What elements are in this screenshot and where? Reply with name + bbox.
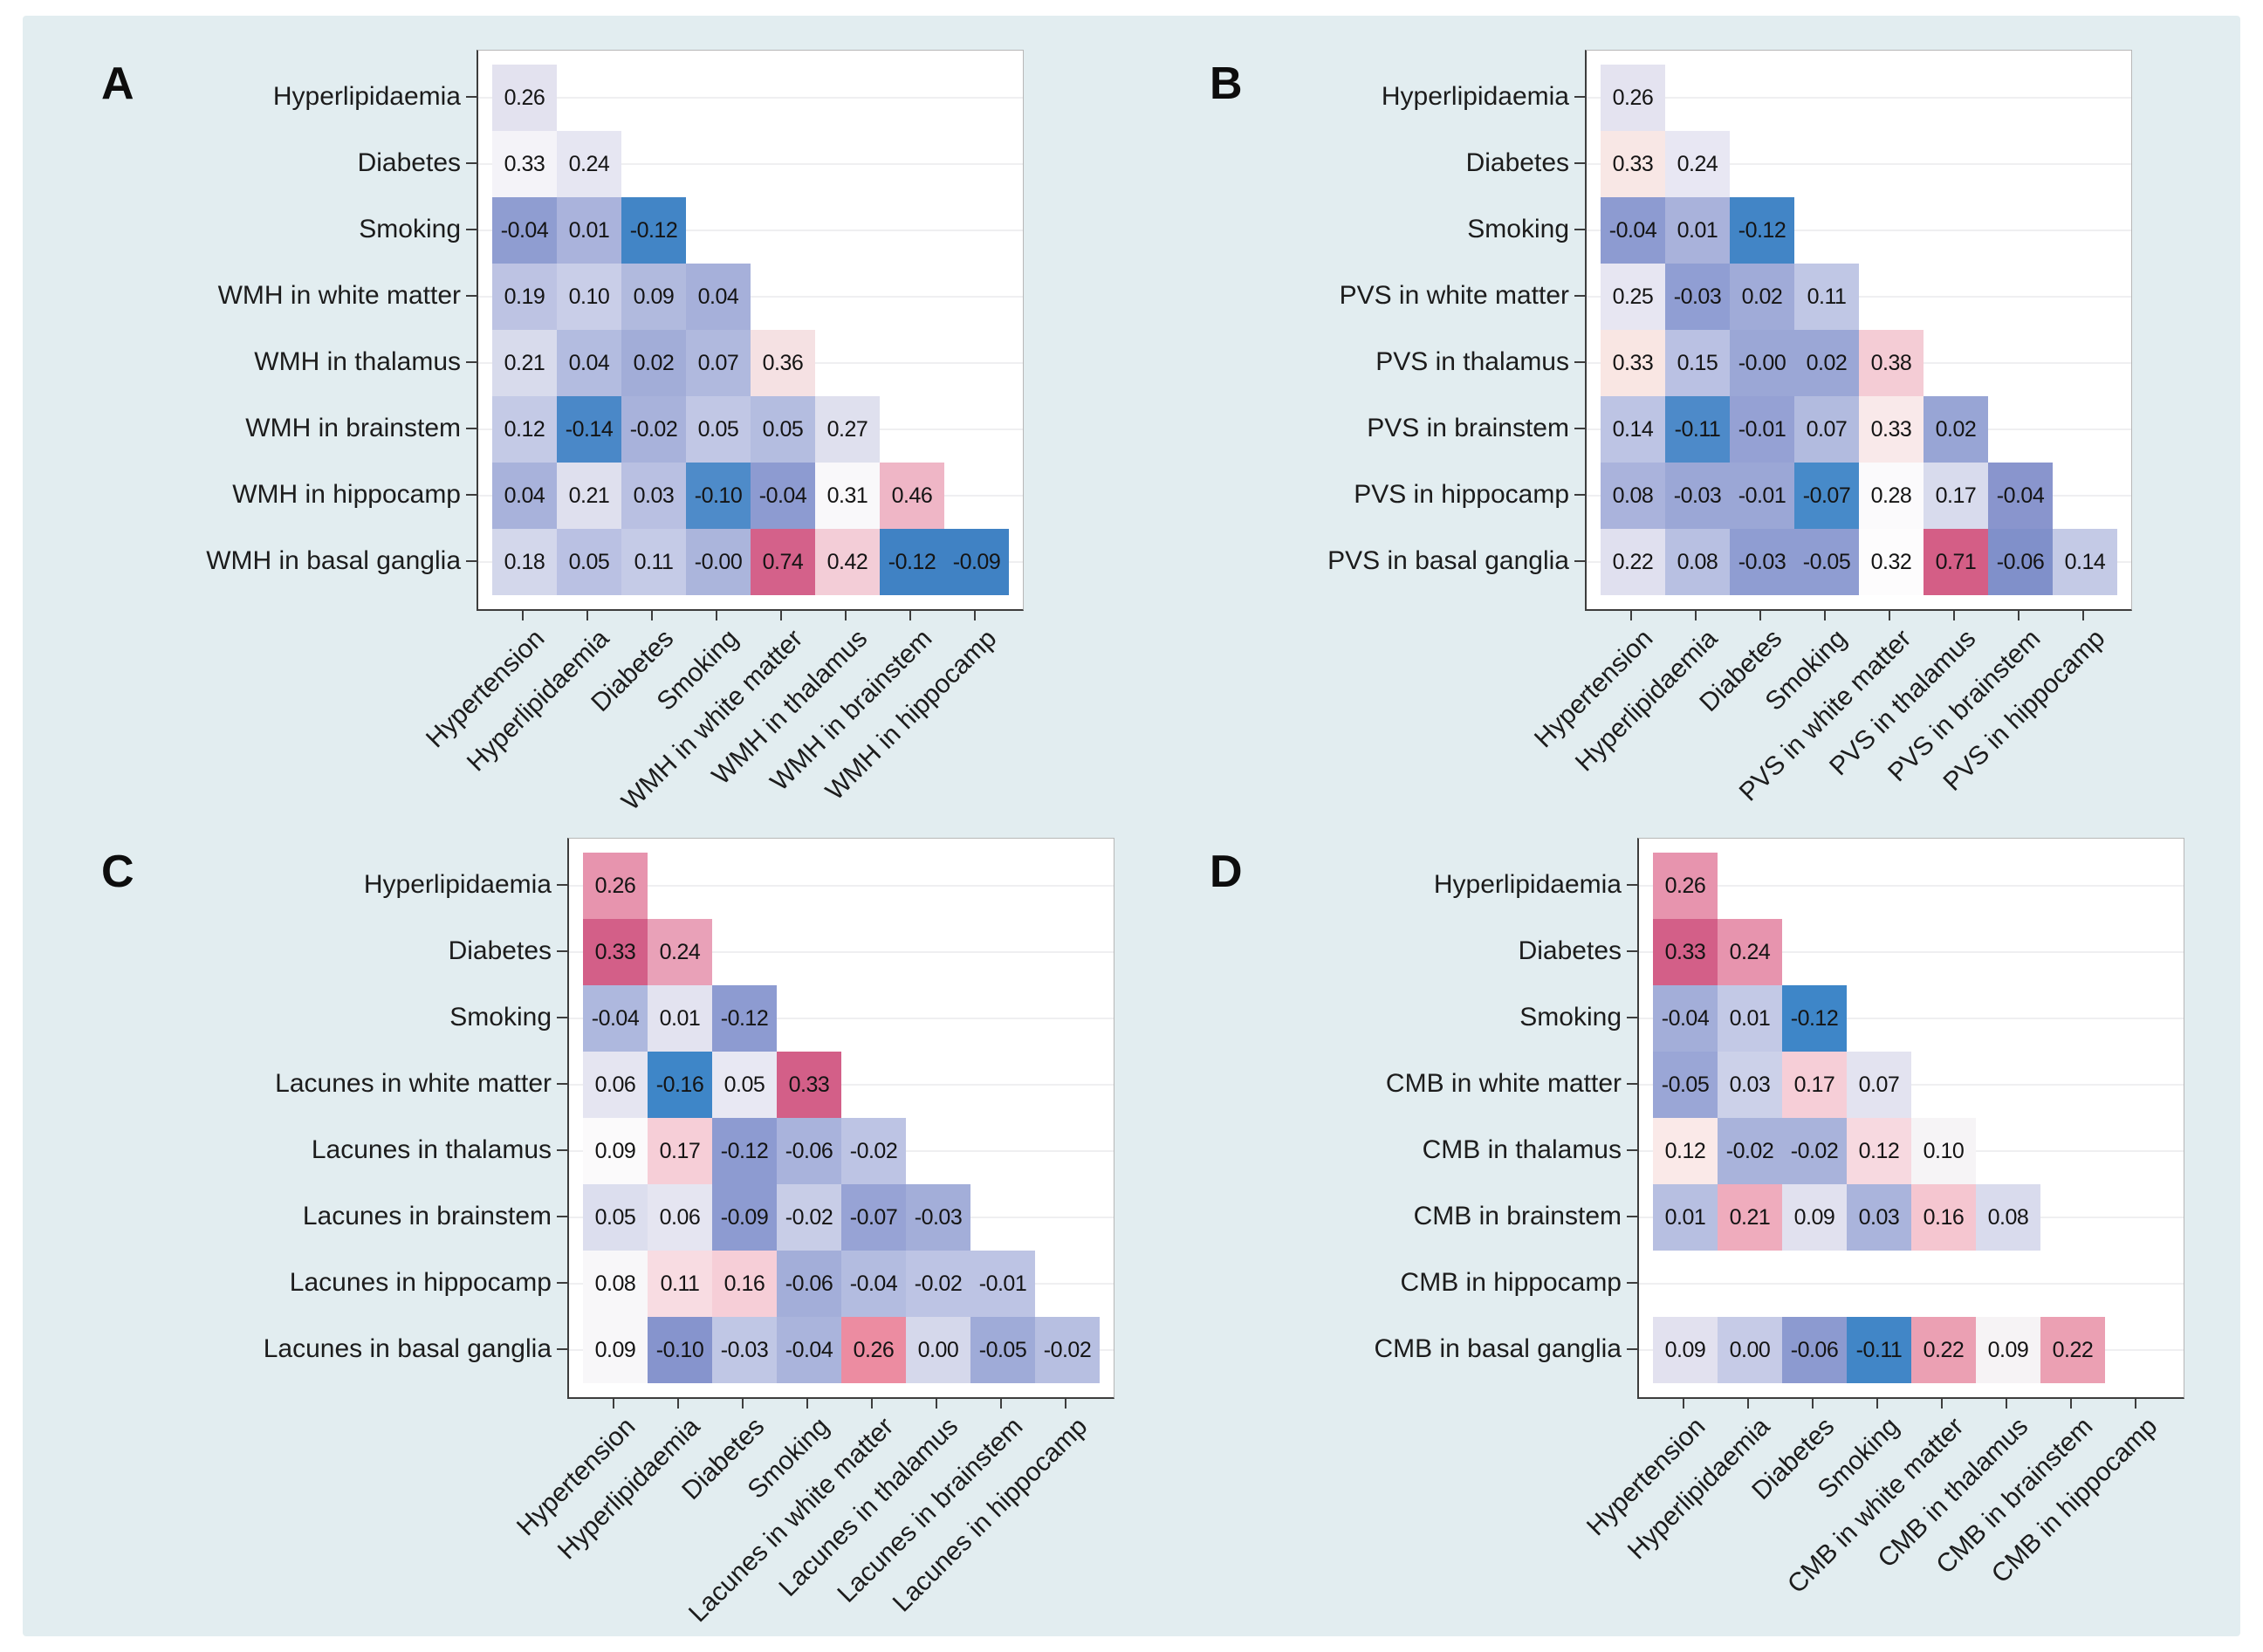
figure-background <box>23 16 2240 1636</box>
